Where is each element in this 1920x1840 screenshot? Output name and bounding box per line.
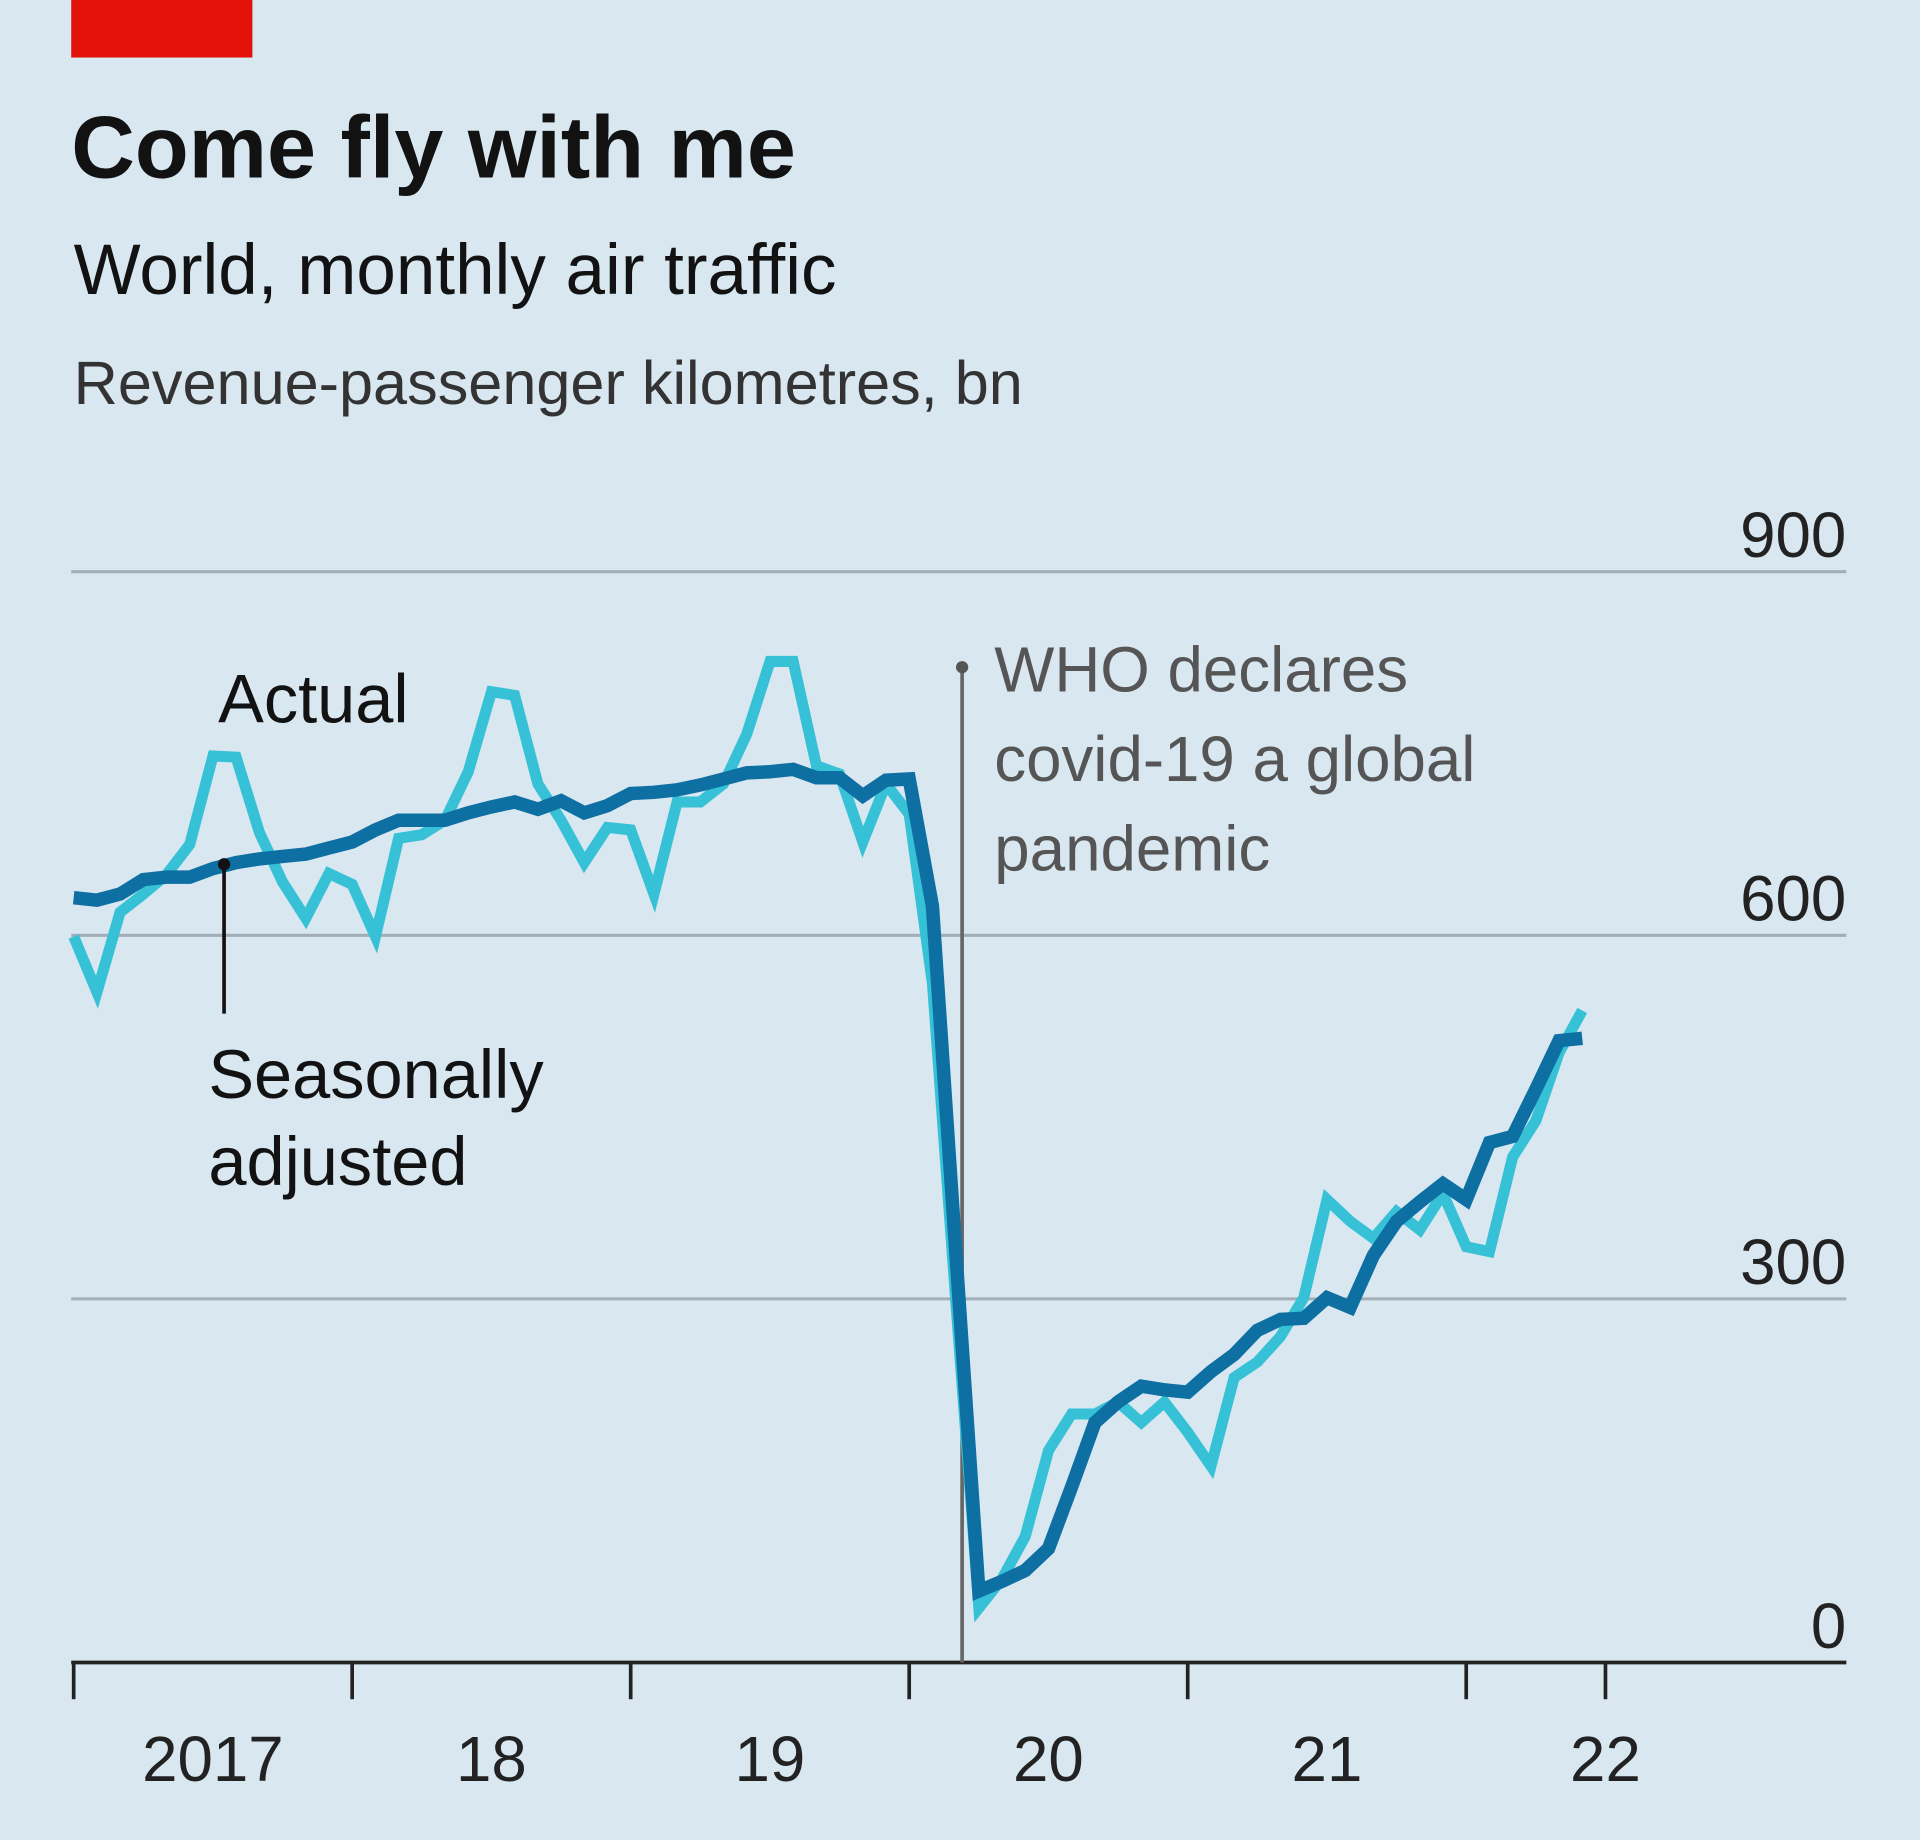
seasonally-adjusted-label-line-2: adjusted — [208, 1123, 467, 1200]
who-annotation-line-1: WHO declares — [994, 635, 1408, 706]
x-tick-label: 18 — [456, 1724, 527, 1795]
y-tick-label: 900 — [1740, 500, 1846, 571]
who-annotation: WHO declares covid-19 a global pandemic — [955, 635, 1475, 1663]
chart-title: Come fly with me — [71, 98, 796, 197]
y-axis-tick-labels: 0 300 600 900 — [1740, 500, 1846, 1662]
series-lines — [68, 655, 1588, 1623]
chart-unit-label: Revenue-passenger kilometres, bn — [74, 349, 1023, 417]
brand-red-bar — [71, 0, 253, 58]
y-tick-label: 300 — [1740, 1227, 1846, 1298]
y-tick-label: 0 — [1811, 1591, 1846, 1662]
who-annotation-dot — [955, 661, 969, 674]
x-tick-label: 21 — [1292, 1724, 1363, 1795]
seasonally-adjusted-pointer-dot — [217, 858, 231, 871]
who-annotation-line-3: pandemic — [994, 813, 1270, 884]
x-tick-label: 19 — [735, 1724, 806, 1795]
y-tick-label: 600 — [1740, 864, 1846, 935]
who-annotation-line-2: covid-19 a global — [994, 724, 1475, 795]
x-tick-label: 20 — [1013, 1724, 1084, 1795]
x-tick-label: 22 — [1570, 1724, 1641, 1795]
actual-series-label: Actual — [218, 660, 409, 737]
series-line-seasonally-adjusted — [72, 762, 1583, 1601]
seasonally-adjusted-annotation: Seasonally adjusted — [208, 858, 544, 1200]
x-axis: 2017 18 19 20 21 22 — [71, 1660, 1847, 1795]
x-tick-label: 2017 — [142, 1724, 284, 1795]
chart-subtitle: World, monthly air traffic — [74, 231, 837, 310]
series-line-actual — [68, 655, 1588, 1623]
seasonally-adjusted-label-line-1: Seasonally — [208, 1036, 544, 1113]
